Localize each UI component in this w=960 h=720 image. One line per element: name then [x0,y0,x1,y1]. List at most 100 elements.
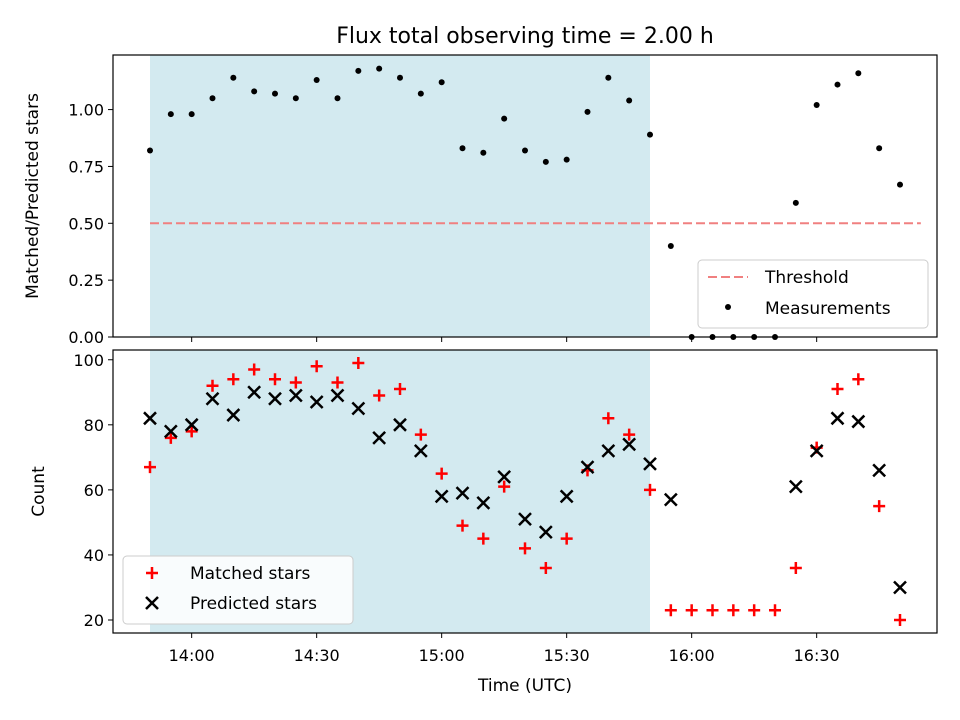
predicted-star-point [247,385,262,400]
measurement-point [522,147,528,154]
measurement-point [667,243,674,250]
measurement-point [813,102,820,109]
legend-predicted-swatch [145,596,159,610]
measurement-point [147,147,153,154]
predicted-star-point [663,492,678,507]
y-tick-label: 0.25 [68,271,104,290]
y-tick-label: 0.50 [68,214,104,233]
x-tick-label: 16:00 [669,646,715,665]
measurement-point [855,70,862,77]
predicted-star-point [372,430,387,445]
matched-star-point [289,376,302,389]
measurement-point [188,111,195,118]
y-tick-label: 40 [84,546,104,565]
predicted-star-point [893,580,907,595]
measurement-point [167,111,174,118]
matched-star-point [748,604,761,617]
measurement-point [251,88,258,95]
x-tick-label: 14:00 [169,646,215,665]
matched-star-point [602,412,615,425]
matched-star-point [435,467,448,480]
matched-star-point [310,360,323,373]
predicted-star-point [518,512,532,527]
matched-star-point [394,383,406,396]
predicted-star-point [455,486,470,501]
bottom-plot-frame [112,349,938,634]
top-observing-window-shade [150,55,650,337]
bottom-y-axis-label: Count [29,466,49,517]
matched-star-point [894,613,906,626]
predicted-star-point [330,388,345,403]
predicted-star-point [413,443,428,458]
legend-measurements-swatch [725,304,731,310]
measurement-point [542,158,549,165]
predicted-star-point [143,411,157,426]
matched-star-point [873,500,886,513]
predicted-star-point [393,417,407,432]
predicted-star-point [309,395,324,409]
predicted-star-point [830,411,845,426]
predicted-star-point [643,456,657,471]
matched-star-point [852,373,865,386]
matched-star-point [185,425,198,438]
x-tick-label: 16:30 [794,646,840,665]
x-tick-label: 15:30 [544,646,590,665]
legend-predicted-label: Predicted stars [190,594,317,614]
top-panel: 0.00 0.25 0.50 0.75 1.00 Flux total observin… [23,24,938,347]
bottom-legend: Matched stars Predicted stars [122,555,354,625]
measurement-point [230,74,237,81]
matched-star-point [456,519,469,532]
measurement-point [647,131,653,138]
legend-box [697,259,929,329]
measurement-point [417,90,424,97]
predicted-star-point [184,417,199,432]
matched-star-point [144,461,156,474]
matched-star-point [706,604,719,617]
matched-star-point [769,604,781,617]
matched-star-point [560,532,573,545]
matched-star-point [519,542,531,555]
predicted-star-point [226,408,241,422]
matched-star-point [727,604,740,617]
legend-box [122,555,354,625]
matched-star-point [227,373,240,386]
predicted-star-point [580,460,595,474]
x-axis-label: Time (UTC) [477,676,572,696]
top-y-axis-label: Matched/Predicted stars [23,93,43,299]
y-tick-label: 0.75 [68,157,104,176]
matched-star-point [164,431,177,444]
predicted-star-point [851,414,866,429]
predicted-star-point [288,388,303,403]
predicted-star-point [872,463,887,478]
top-y-ticks: 0.00 0.25 0.50 0.75 1.00 [68,101,113,347]
matched-star-point [331,376,344,389]
predicted-star-point [809,443,824,458]
measurement-points [147,65,903,340]
matched-star-point [352,357,365,370]
predicted-star-point [476,496,491,510]
measurement-point [584,108,591,115]
measurement-point [834,81,841,88]
bottom-y-ticks: 20 40 60 80 100 [73,351,113,630]
predicted-star-point [497,469,512,484]
predicted-star-point [788,479,803,494]
predicted-star-point [434,489,449,504]
matched-star-point [269,373,281,386]
measurement-point [897,181,903,188]
y-tick-label: 80 [84,416,104,435]
predicted-star-point [268,391,282,406]
predicted-star-point [205,391,220,406]
measurement-point [313,77,320,84]
matched-star-point [248,363,261,376]
legend-measurements-label: Measurements [765,299,891,319]
matched-star-point [644,483,656,496]
matched-star-point [498,480,511,493]
chart-title: Flux total observing time = 2.00 h [336,24,714,49]
legend-threshold-label: Threshold [764,268,849,288]
measurement-point [209,95,216,102]
y-tick-label: 20 [84,611,104,630]
measurement-point [605,74,612,81]
measurement-point [438,79,445,86]
top-x-ticks [191,337,818,342]
